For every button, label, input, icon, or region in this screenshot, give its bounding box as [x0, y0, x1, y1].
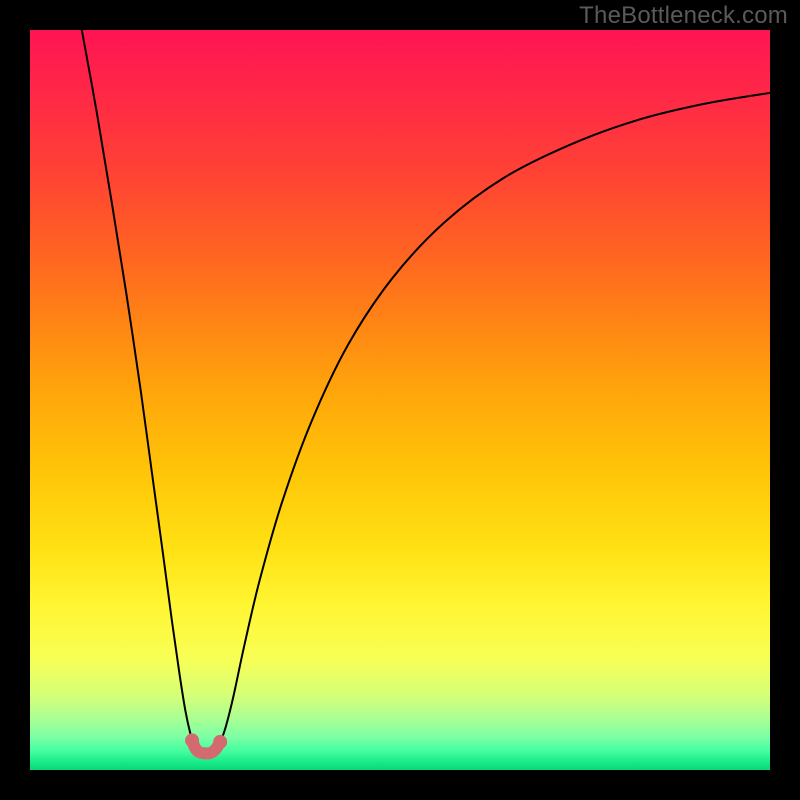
marker-end-dot	[185, 733, 199, 747]
gradient-background	[30, 30, 770, 770]
marker-end-dot	[213, 735, 227, 749]
plot-svg	[30, 30, 770, 770]
plot-area	[30, 30, 770, 770]
chart-frame: TheBottleneck.com	[0, 0, 800, 800]
watermark-text: TheBottleneck.com	[579, 2, 788, 30]
